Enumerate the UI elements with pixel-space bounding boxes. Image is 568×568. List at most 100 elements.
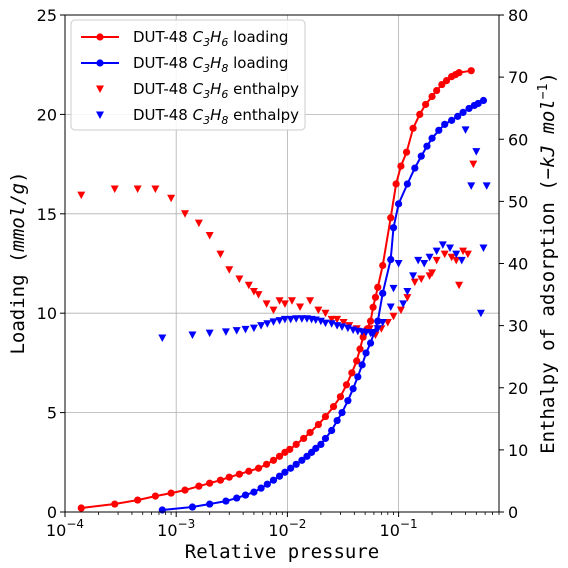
y-left-tick-label: 5 <box>47 404 57 423</box>
data-point <box>459 247 468 256</box>
legend-swatch-marker <box>96 111 104 119</box>
y-left-tick-label: 10 <box>37 304 57 323</box>
data-point <box>216 476 225 484</box>
data-point <box>262 300 271 308</box>
data-point <box>249 324 258 333</box>
data-point <box>354 373 362 381</box>
data-point <box>158 506 166 514</box>
data-point <box>338 409 346 417</box>
data-point <box>452 256 461 265</box>
data-point <box>373 325 382 333</box>
data-point <box>428 269 437 277</box>
data-point <box>447 253 456 262</box>
data-point <box>432 256 441 265</box>
data-point <box>77 504 85 512</box>
data-point <box>151 185 160 193</box>
data-point <box>312 444 320 452</box>
data-point <box>257 322 266 330</box>
data-point <box>457 256 466 265</box>
data-point <box>77 191 86 200</box>
y-right-tick-label: 70 <box>508 68 528 87</box>
data-point <box>438 241 447 249</box>
data-point <box>254 464 263 472</box>
legend-label: DUT-48 C3H6 enthalpy <box>133 80 299 101</box>
data-point <box>371 293 380 301</box>
data-point <box>225 473 233 481</box>
data-point <box>133 185 142 193</box>
legend-item: DUT-48 C3H8 loading <box>81 54 288 75</box>
data-point <box>194 219 203 228</box>
data-point <box>317 440 325 449</box>
y-right-tick-label: 80 <box>508 6 528 25</box>
data-point <box>409 124 417 132</box>
data-point <box>336 393 345 401</box>
y-right-tick-label: 30 <box>508 317 528 336</box>
data-point <box>292 315 301 323</box>
data-point <box>403 180 411 188</box>
data-point <box>467 182 476 190</box>
data-point <box>263 320 272 328</box>
data-point <box>300 434 308 443</box>
data-point <box>321 309 330 318</box>
data-point <box>134 496 142 504</box>
data-point <box>333 315 342 324</box>
data-point <box>369 328 378 337</box>
legend-item: DUT-48 C3H6 enthalpy <box>96 80 299 101</box>
data-point <box>414 256 423 265</box>
data-point <box>403 287 412 296</box>
data-point <box>389 284 398 293</box>
data-point <box>250 488 258 496</box>
data-point <box>321 412 330 421</box>
data-point <box>383 319 392 327</box>
y-right-tick-label: 10 <box>508 441 528 460</box>
data-point <box>262 460 271 468</box>
data-point <box>286 315 295 324</box>
data-point <box>269 476 278 484</box>
data-point <box>280 315 289 324</box>
data-point <box>222 497 230 505</box>
data-point <box>396 306 405 315</box>
data-point <box>167 194 176 203</box>
data-point <box>362 349 370 357</box>
y-right-tick-label: 0 <box>508 503 518 522</box>
data-point <box>397 162 405 170</box>
data-point <box>416 110 424 118</box>
y-right-tick-label: 40 <box>508 255 528 274</box>
data-point <box>254 291 263 299</box>
data-point <box>333 416 341 425</box>
y-axis-right: 0 10 20 30 40 50 60 70 80 <box>499 6 528 522</box>
data-point <box>327 315 336 324</box>
data-point <box>425 253 434 262</box>
data-point <box>181 486 189 494</box>
series-layer <box>77 67 491 514</box>
data-point <box>432 247 441 256</box>
data-point <box>366 317 375 325</box>
data-point <box>205 329 214 338</box>
data-point <box>241 325 250 334</box>
data-point <box>188 331 197 339</box>
data-point <box>428 92 436 101</box>
data-point <box>394 200 403 208</box>
data-point <box>306 297 315 305</box>
x-axis: 10−4 10−3 10−2 10−1 <box>46 512 500 540</box>
data-point <box>379 261 387 270</box>
data-point <box>206 500 214 508</box>
data-point <box>188 503 197 511</box>
data-point <box>321 434 330 443</box>
legend: DUT-48 C3H6 loading DUT-48 C3H8 loading DU… <box>70 19 306 131</box>
data-point <box>482 182 491 190</box>
legend-item: DUT-48 C3H8 enthalpy <box>96 106 299 127</box>
data-point <box>232 327 241 335</box>
data-point <box>387 255 395 264</box>
data-point <box>417 275 426 284</box>
data-point <box>402 148 411 156</box>
data-point <box>233 494 241 502</box>
data-point <box>374 283 382 291</box>
data-point <box>389 224 398 232</box>
data-point <box>459 108 467 117</box>
data-point <box>110 185 119 193</box>
data-point <box>241 491 250 499</box>
data-point <box>292 460 300 468</box>
